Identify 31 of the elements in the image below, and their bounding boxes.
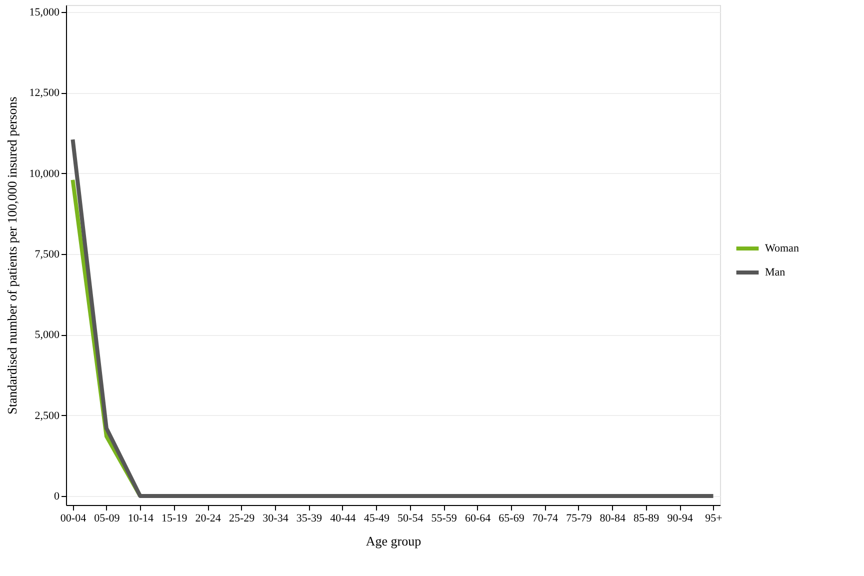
x-tick-label: 30-34 (262, 512, 289, 524)
y-tick-label: 5,000 (34, 329, 60, 342)
x-tick-label: 60-64 (464, 512, 492, 524)
x-tick-label: 25-29 (228, 512, 256, 524)
x-tick-label: 45-49 (364, 512, 390, 524)
y-tick-label: 2,500 (34, 410, 60, 422)
x-tick-label: 90-94 (667, 512, 694, 524)
x-tick-label: 50-54 (398, 512, 424, 524)
x-tick-label: 65-69 (498, 512, 525, 524)
y-tick-label: 12,500 (29, 87, 60, 100)
x-axis-title: Age group (366, 534, 422, 548)
x-tick-label: 10-14 (128, 512, 154, 524)
x-tick-label: 75-79 (566, 512, 592, 524)
x-tick-label: 05-09 (94, 512, 120, 524)
x-tick-label: 15-19 (162, 512, 188, 524)
legend-label: Man (765, 266, 786, 278)
x-tick-label: 85-89 (634, 512, 660, 524)
x-tick-label: 70-74 (532, 512, 559, 524)
y-tick-label: 7,500 (34, 248, 60, 261)
x-tick-label: 00-04 (60, 512, 87, 524)
y-tick-label: 10,000 (29, 168, 60, 180)
y-tick-label: 15,000 (29, 6, 60, 19)
x-tick-label: 95+ (705, 512, 722, 524)
x-tick-label: 20-24 (195, 512, 222, 524)
x-tick-label: 80-84 (600, 512, 626, 524)
y-tick-label: 0 (54, 490, 60, 502)
x-tick-label: 40-44 (330, 512, 356, 524)
x-tick-label: 55-59 (431, 512, 458, 524)
y-axis-title: Standardised number of patients per 100,000 insured persons (4, 96, 20, 414)
legend-label: Woman (765, 242, 800, 254)
x-tick-label: 35-39 (296, 512, 323, 524)
